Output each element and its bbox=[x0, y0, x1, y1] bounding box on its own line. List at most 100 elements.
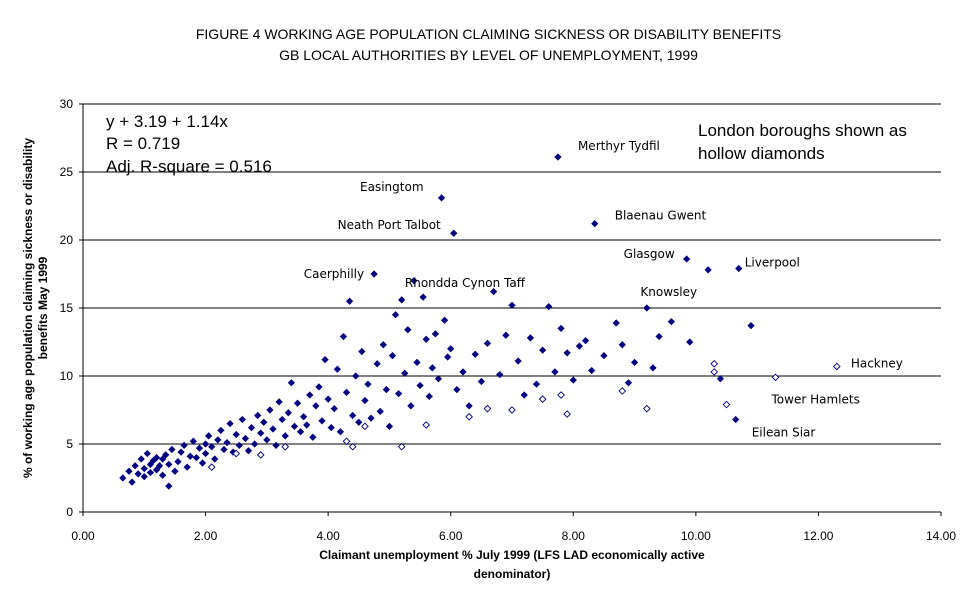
point-annotation: Merthyr Tydfil bbox=[578, 139, 660, 153]
authority-point bbox=[201, 449, 210, 458]
authority-point bbox=[140, 473, 148, 481]
london-borough-point bbox=[538, 395, 547, 403]
authority-point bbox=[263, 436, 271, 444]
authority-point bbox=[520, 391, 528, 399]
authority-point bbox=[557, 324, 565, 333]
london-borough-point bbox=[256, 451, 265, 459]
authority-point bbox=[431, 330, 440, 338]
authority-point bbox=[223, 439, 231, 447]
authority-point bbox=[131, 462, 139, 470]
authority-point bbox=[532, 380, 541, 388]
authority-point bbox=[235, 441, 243, 449]
authority-point bbox=[373, 360, 381, 368]
authority-point bbox=[450, 229, 458, 237]
authority-point bbox=[471, 350, 479, 358]
authority-point bbox=[241, 434, 250, 443]
authority-point bbox=[333, 365, 341, 373]
point-annotation: Eilean Siar bbox=[752, 426, 816, 440]
authority-point bbox=[352, 372, 360, 380]
authority-point bbox=[410, 277, 418, 285]
authority-point bbox=[315, 383, 323, 391]
x-tick-label: 6.00 bbox=[439, 529, 463, 543]
authority-point bbox=[137, 455, 145, 463]
authority-point bbox=[192, 453, 201, 462]
london-borough-point bbox=[508, 406, 516, 414]
x-tick-label: 14.00 bbox=[926, 529, 956, 543]
authority-point bbox=[211, 455, 219, 463]
authority-point bbox=[303, 421, 311, 429]
authority-point bbox=[183, 463, 191, 471]
authority-point bbox=[459, 368, 467, 376]
authority-point bbox=[125, 467, 133, 475]
authority-point bbox=[339, 332, 348, 341]
authority-point bbox=[591, 220, 599, 228]
authority-point bbox=[330, 405, 338, 413]
authority-point bbox=[747, 322, 755, 330]
london-borough-point bbox=[397, 442, 406, 451]
authority-point bbox=[394, 390, 403, 398]
authority-point bbox=[385, 422, 394, 430]
authority-point bbox=[232, 430, 240, 439]
authority-point bbox=[686, 338, 694, 346]
point-annotation: Easingtom bbox=[360, 180, 423, 194]
authority-point bbox=[569, 376, 577, 384]
authority-point bbox=[205, 432, 213, 440]
authority-point bbox=[643, 304, 651, 312]
y-tick-label: 0 bbox=[66, 505, 73, 519]
authority-point bbox=[444, 353, 452, 361]
authority-point bbox=[146, 468, 155, 477]
london-borough-point bbox=[281, 442, 290, 451]
authority-point bbox=[655, 332, 663, 341]
london-borough-point bbox=[422, 421, 431, 429]
authority-point bbox=[269, 425, 277, 433]
legend-note-line2: hollow diamonds bbox=[698, 144, 825, 163]
authority-point bbox=[422, 335, 430, 343]
authority-point bbox=[453, 385, 461, 394]
authority-point bbox=[336, 428, 345, 436]
london-borough-point bbox=[465, 412, 473, 421]
authority-point bbox=[361, 396, 369, 405]
regression-equation: y + 3.19 + 1.14x bbox=[106, 112, 228, 131]
regression-adj-r2: Adj. R-square = 0.516 bbox=[106, 157, 272, 176]
authority-point bbox=[168, 445, 176, 454]
authority-point bbox=[367, 414, 375, 422]
authority-point bbox=[275, 398, 283, 406]
x-tick-label: 2.00 bbox=[194, 529, 218, 543]
authority-point bbox=[624, 379, 633, 387]
authority-point bbox=[260, 418, 268, 426]
authority-point bbox=[195, 444, 204, 452]
authority-point bbox=[159, 455, 167, 463]
authority-point bbox=[306, 391, 314, 399]
authority-point bbox=[177, 448, 185, 456]
authority-point bbox=[247, 424, 256, 432]
london-borough-point bbox=[710, 359, 719, 368]
authority-point bbox=[581, 337, 590, 345]
authority-point bbox=[563, 349, 571, 357]
x-axis-label-line1: Claimant unemployment % July 1999 (LFS L… bbox=[319, 548, 705, 562]
london-borough-point bbox=[557, 391, 565, 399]
authority-point bbox=[704, 266, 712, 274]
authority-point bbox=[186, 452, 194, 460]
authority-point bbox=[214, 436, 222, 444]
authority-point bbox=[545, 303, 553, 311]
authority-point bbox=[238, 415, 246, 424]
authority-point bbox=[416, 381, 424, 390]
y-tick-label: 25 bbox=[60, 165, 74, 179]
y-tick-label: 20 bbox=[60, 233, 74, 247]
london-borough-point bbox=[232, 449, 241, 458]
authority-point bbox=[502, 331, 510, 339]
authority-point bbox=[220, 445, 228, 454]
y-tick-label: 30 bbox=[60, 97, 74, 111]
authority-point bbox=[119, 474, 127, 482]
london-borough-point bbox=[618, 387, 627, 395]
authority-point bbox=[226, 419, 234, 428]
authority-point bbox=[391, 311, 400, 319]
authority-point bbox=[388, 351, 397, 360]
x-tick-label: 10.00 bbox=[681, 529, 711, 543]
authority-point bbox=[290, 422, 299, 430]
authority-point bbox=[526, 334, 535, 342]
authority-point bbox=[477, 377, 485, 386]
authority-point bbox=[551, 368, 559, 376]
authority-point bbox=[217, 426, 225, 435]
